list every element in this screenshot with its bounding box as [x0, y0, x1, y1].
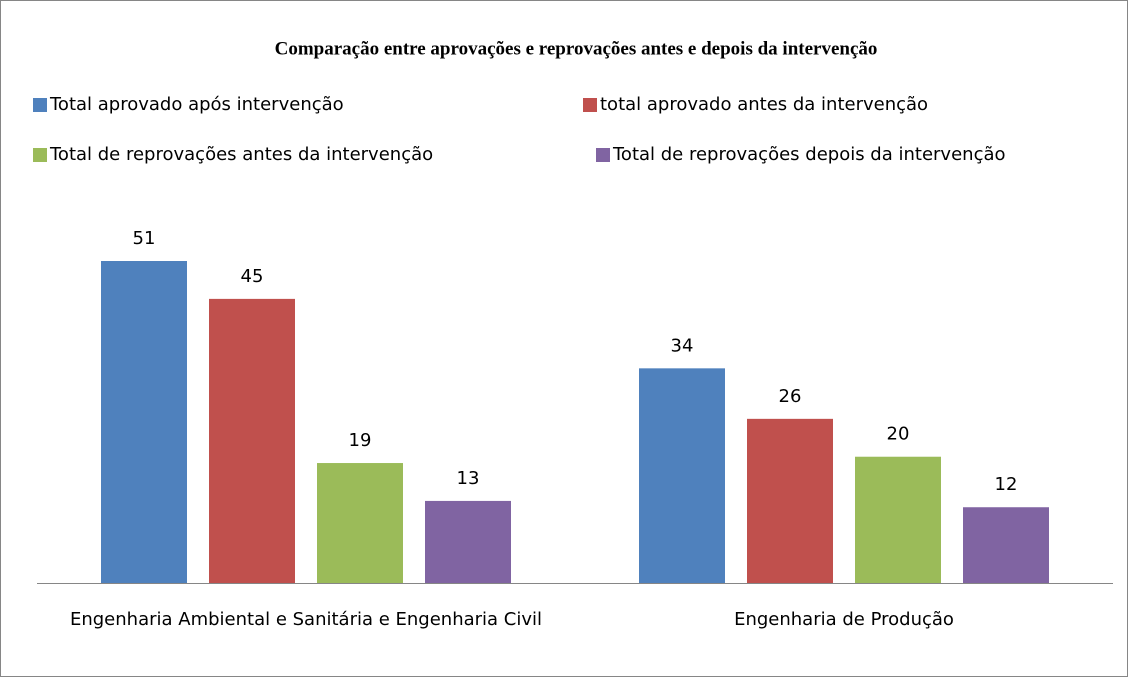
data-label: 20	[887, 424, 910, 445]
legend-swatch	[583, 98, 597, 112]
chart-title: Comparação entre aprovações e reprovaçõe…	[275, 38, 878, 59]
legend-label: Total aprovado após intervenção	[49, 94, 344, 115]
bar	[317, 463, 403, 583]
bar	[639, 368, 725, 583]
bar	[209, 298, 295, 583]
legend-label: Total de reprovações antes da intervençã…	[49, 144, 433, 165]
data-label: 12	[995, 474, 1018, 495]
data-label: 45	[241, 266, 264, 287]
bar	[855, 456, 941, 583]
legend-label: Total de reprovações depois da intervenç…	[612, 144, 1006, 165]
legend-swatch	[33, 148, 47, 162]
data-label: 34	[671, 335, 694, 356]
legend-swatch	[596, 148, 610, 162]
legend-swatch	[33, 98, 47, 112]
bar	[747, 418, 833, 583]
bar	[963, 507, 1049, 583]
data-label: 13	[457, 468, 480, 489]
data-label: 19	[349, 430, 372, 451]
data-label: 51	[133, 228, 156, 249]
bar	[425, 500, 511, 583]
legend-label: total aprovado antes da intervenção	[600, 94, 928, 115]
data-label: 26	[779, 386, 802, 407]
x-tick-label: Engenharia Ambiental e Sanitária e Engen…	[69, 609, 543, 630]
x-tick-label: Engenharia de Produção	[734, 609, 954, 630]
bar	[101, 261, 187, 583]
